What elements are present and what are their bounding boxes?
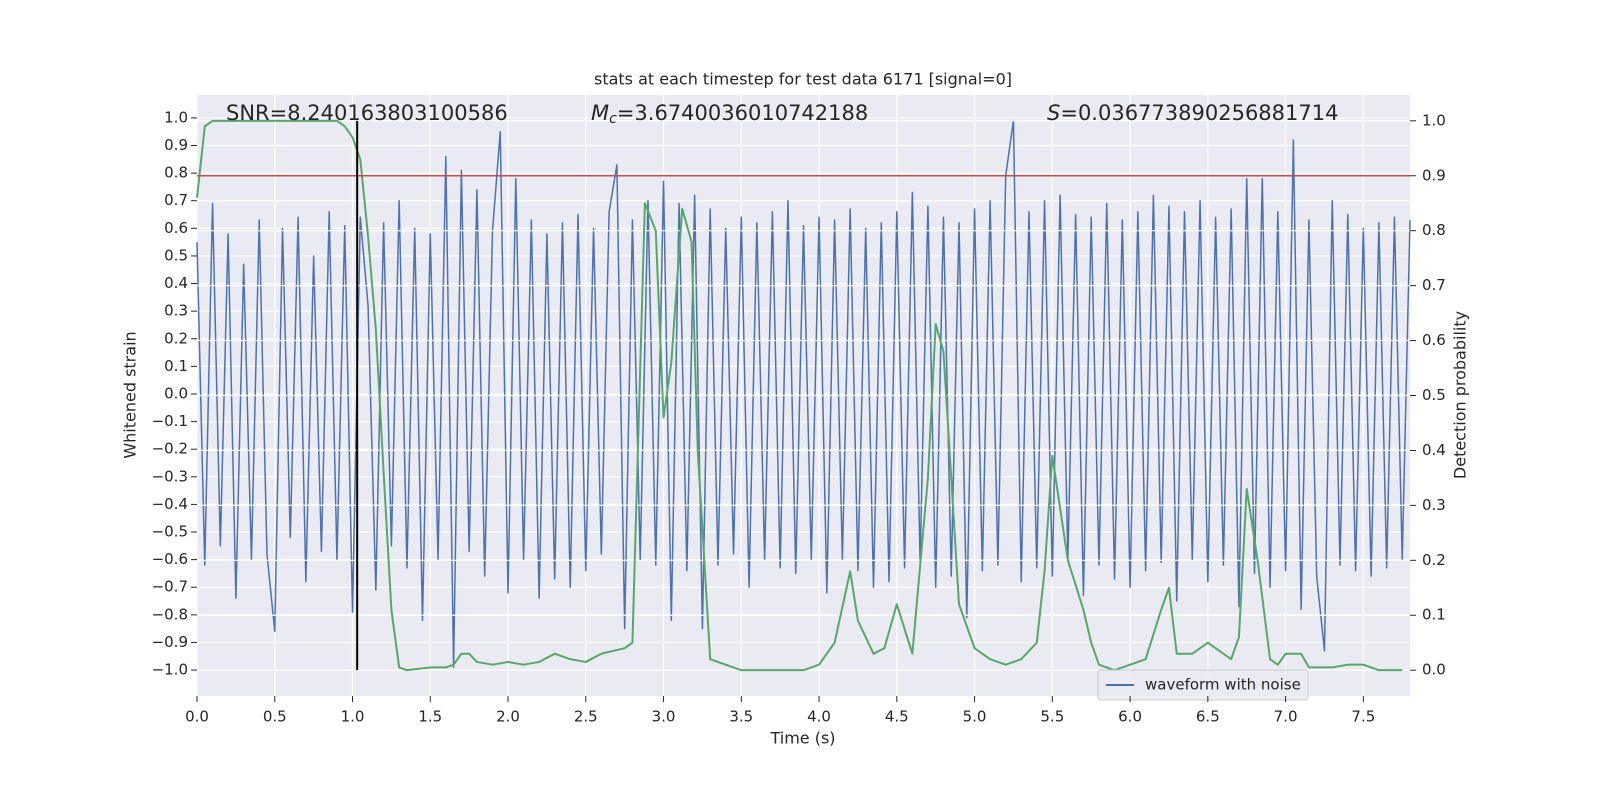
value-text: =3.6740036010742188 (617, 101, 868, 125)
symbol: S (1047, 101, 1060, 125)
x-tick-label: 6.0 (1118, 708, 1142, 726)
chirp-mass-annotation: Mc=3.6740036010742188 (591, 101, 868, 127)
x-tick-label: 4.0 (807, 708, 831, 726)
y2-tick-label: 0.3 (1422, 496, 1446, 514)
series-line (196, 119, 1411, 669)
y2-tick-label: 0.9 (1422, 166, 1446, 184)
y2-tick-label: 0.0 (1422, 661, 1446, 679)
chart-title: stats at each timestep for test data 617… (594, 70, 1012, 89)
x-tick-label: 2.5 (574, 708, 598, 726)
y-tick-label: −0.6 (152, 550, 188, 568)
x-tick-label: 5.0 (963, 708, 987, 726)
y-tick-label: 0.2 (164, 329, 188, 347)
s-annotation: S=0.036773890256881714 (1047, 101, 1338, 125)
y-tick-label: −0.8 (152, 605, 188, 623)
y-tick-label: −1.0 (152, 661, 188, 679)
x-tick-label: 7.5 (1351, 708, 1375, 726)
y-tick-label: −0.4 (152, 495, 188, 513)
y-axis-label: Whitened strain (121, 331, 140, 458)
legend-label: waveform with noise (1145, 676, 1301, 694)
legend: waveform with noise (1097, 669, 1309, 701)
y-tick-label: 0.6 (164, 219, 188, 237)
y-tick-label: −0.2 (152, 440, 188, 458)
series-line (196, 119, 1403, 672)
y-tick-label: 0.7 (164, 191, 188, 209)
x-axis-label: Time (s) (769, 729, 835, 748)
y2-tick-label: 0.6 (1422, 331, 1446, 349)
snr-annotation: SNR=8.240163803100586 (226, 101, 508, 125)
x-tick-label: 5.5 (1040, 708, 1064, 726)
x-tick-label: 3.0 (652, 708, 676, 726)
y-tick-label: −0.3 (152, 467, 188, 485)
y2-tick-label: 0.1 (1422, 606, 1446, 624)
y2-axis-label: Detection probability (1451, 311, 1470, 479)
y-tick-label: 0.0 (164, 384, 188, 402)
subscript: c (609, 111, 617, 127)
x-tick-label: 3.5 (729, 708, 753, 726)
y-tick-label: −0.5 (152, 523, 188, 541)
x-tick-label: 4.5 (885, 708, 909, 726)
x-tick-label: 7.0 (1274, 708, 1298, 726)
y2-tick-label: 0.5 (1422, 386, 1446, 404)
y-tick-label: 0.3 (164, 302, 188, 320)
y-tick-label: 0.1 (164, 357, 188, 375)
y-tick-label: 0.5 (164, 246, 188, 264)
x-tick-label: 6.5 (1196, 708, 1220, 726)
x-tick-label: 0.5 (263, 708, 287, 726)
over-layer (196, 119, 1410, 672)
x-tick-label: 1.5 (418, 708, 442, 726)
x-tick-label: 2.0 (496, 708, 520, 726)
x-tick-label: 0.0 (185, 708, 209, 726)
x-tick-label: 1.0 (341, 708, 365, 726)
y2-tick-label: 0.7 (1422, 276, 1446, 294)
legend-box (1097, 669, 1309, 701)
y-tick-label: −0.7 (152, 578, 188, 596)
y-tick-label: 0.4 (164, 274, 188, 292)
value-text: =0.036773890256881714 (1060, 101, 1338, 125)
y2-tick-label: 0.4 (1422, 441, 1446, 459)
y2-tick-label: 0.8 (1422, 221, 1446, 239)
symbol: M (591, 101, 609, 125)
y-tick-label: −0.9 (152, 633, 188, 651)
y2-tick-label: 1.0 (1422, 111, 1446, 129)
y-tick-label: 0.8 (164, 164, 188, 182)
y2-tick-label: 0.2 (1422, 551, 1446, 569)
y-tick-label: 0.9 (164, 136, 188, 154)
y-tick-label: −0.1 (152, 412, 188, 430)
y-tick-label: 1.0 (164, 108, 188, 126)
